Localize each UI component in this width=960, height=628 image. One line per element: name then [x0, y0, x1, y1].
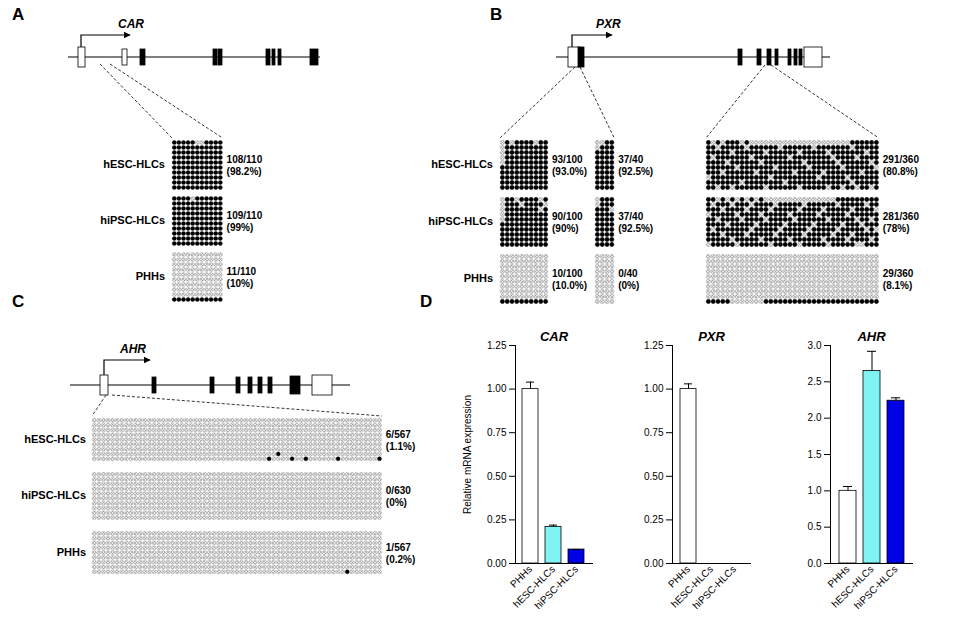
svg-text:D: D	[420, 292, 432, 311]
svg-text:hESC-HLCs: hESC-HLCs	[668, 563, 716, 610]
svg-text:(99%): (99%)	[227, 222, 254, 233]
svg-text:(93.0%): (93.0%)	[552, 166, 587, 177]
svg-text:(80.8%): (80.8%)	[883, 166, 918, 177]
svg-text:(90%): (90%)	[552, 223, 579, 234]
svg-text:6/567: 6/567	[386, 429, 411, 440]
svg-text:AHR: AHR	[856, 329, 886, 344]
svg-text:3.0: 3.0	[808, 340, 822, 351]
svg-text:29/360: 29/360	[883, 268, 914, 279]
svg-text:0/630: 0/630	[386, 485, 411, 496]
svg-text:0.75: 0.75	[487, 427, 507, 438]
svg-text:0.75: 0.75	[644, 427, 664, 438]
svg-text:hiPSC-HLCs: hiPSC-HLCs	[21, 489, 86, 501]
svg-text:(98.2%): (98.2%)	[227, 166, 262, 177]
svg-text:0.50: 0.50	[644, 471, 664, 482]
svg-text:PHHs: PHHs	[464, 272, 493, 284]
svg-text:AHR: AHR	[119, 342, 146, 356]
svg-text:C: C	[12, 292, 24, 311]
svg-text:108/110: 108/110	[227, 154, 263, 165]
svg-text:PHHs: PHHs	[57, 546, 86, 558]
svg-text:90/100: 90/100	[552, 211, 583, 222]
svg-text:93/100: 93/100	[552, 154, 583, 165]
svg-text:291/360: 291/360	[883, 154, 920, 165]
svg-text:(78%): (78%)	[883, 223, 910, 234]
svg-text:0.5: 0.5	[808, 521, 822, 532]
svg-text:37/40: 37/40	[618, 154, 643, 165]
svg-text:(0.2%): (0.2%)	[386, 554, 415, 565]
svg-text:1.25: 1.25	[644, 340, 664, 351]
svg-text:(0%): (0%)	[618, 280, 639, 291]
svg-text:1.00: 1.00	[487, 383, 507, 394]
svg-text:2.0: 2.0	[808, 412, 822, 423]
svg-text:1.5: 1.5	[808, 449, 822, 460]
svg-text:A: A	[12, 5, 24, 24]
svg-text:2.5: 2.5	[808, 376, 822, 387]
svg-text:(10%): (10%)	[227, 278, 254, 289]
svg-text:hESC-HLCs: hESC-HLCs	[510, 563, 558, 610]
svg-text:0.0: 0.0	[808, 558, 822, 569]
svg-text:109/110: 109/110	[227, 210, 263, 221]
svg-text:hESC-HLCs: hESC-HLCs	[829, 563, 876, 610]
svg-text:1/567: 1/567	[386, 542, 411, 553]
svg-text:CAR: CAR	[540, 329, 569, 344]
svg-text:0.00: 0.00	[487, 558, 507, 569]
svg-text:1.25: 1.25	[487, 340, 507, 351]
svg-text:(0%): (0%)	[386, 497, 407, 508]
svg-text:11/110: 11/110	[227, 266, 257, 277]
svg-text:hESC-HLCs: hESC-HLCs	[431, 158, 493, 170]
svg-text:hiPSC-HLCs: hiPSC-HLCs	[690, 563, 738, 611]
svg-text:37/40: 37/40	[618, 211, 643, 222]
svg-text:1.0: 1.0	[808, 485, 822, 496]
svg-text:Relative mRNA expression: Relative mRNA expression	[462, 395, 473, 514]
svg-text:(92.5%): (92.5%)	[618, 223, 653, 234]
svg-text:B: B	[490, 5, 502, 24]
svg-text:(10.0%): (10.0%)	[552, 280, 587, 291]
svg-text:hESC-HLCs: hESC-HLCs	[24, 433, 86, 445]
svg-text:0.25: 0.25	[487, 514, 507, 525]
svg-text:PHHs: PHHs	[825, 563, 852, 590]
svg-text:0/40: 0/40	[618, 268, 638, 279]
svg-text:0.00: 0.00	[644, 558, 664, 569]
svg-text:(1.1%): (1.1%)	[386, 441, 415, 452]
svg-text:1.00: 1.00	[644, 383, 664, 394]
svg-text:(8.1%): (8.1%)	[883, 280, 912, 291]
svg-text:0.50: 0.50	[487, 471, 507, 482]
svg-text:hiPSC-HLCs: hiPSC-HLCs	[852, 563, 900, 611]
svg-text:CAR: CAR	[118, 17, 144, 31]
svg-text:10/100: 10/100	[552, 268, 583, 279]
svg-text:hiPSC-HLCs: hiPSC-HLCs	[532, 563, 580, 611]
svg-text:hiPSC-HLCs: hiPSC-HLCs	[428, 215, 493, 227]
svg-text:281/360: 281/360	[883, 211, 920, 222]
svg-text:PHHs: PHHs	[136, 270, 165, 282]
svg-text:(92.5%): (92.5%)	[618, 166, 653, 177]
svg-text:hiPSC-HLCs: hiPSC-HLCs	[100, 214, 165, 226]
svg-text:0.25: 0.25	[644, 514, 664, 525]
svg-text:PXR: PXR	[698, 329, 725, 344]
svg-text:PHHs: PHHs	[665, 563, 693, 590]
svg-text:hESC-HLCs: hESC-HLCs	[103, 158, 165, 170]
svg-text:PHHs: PHHs	[507, 563, 535, 590]
svg-text:PXR: PXR	[596, 17, 621, 31]
